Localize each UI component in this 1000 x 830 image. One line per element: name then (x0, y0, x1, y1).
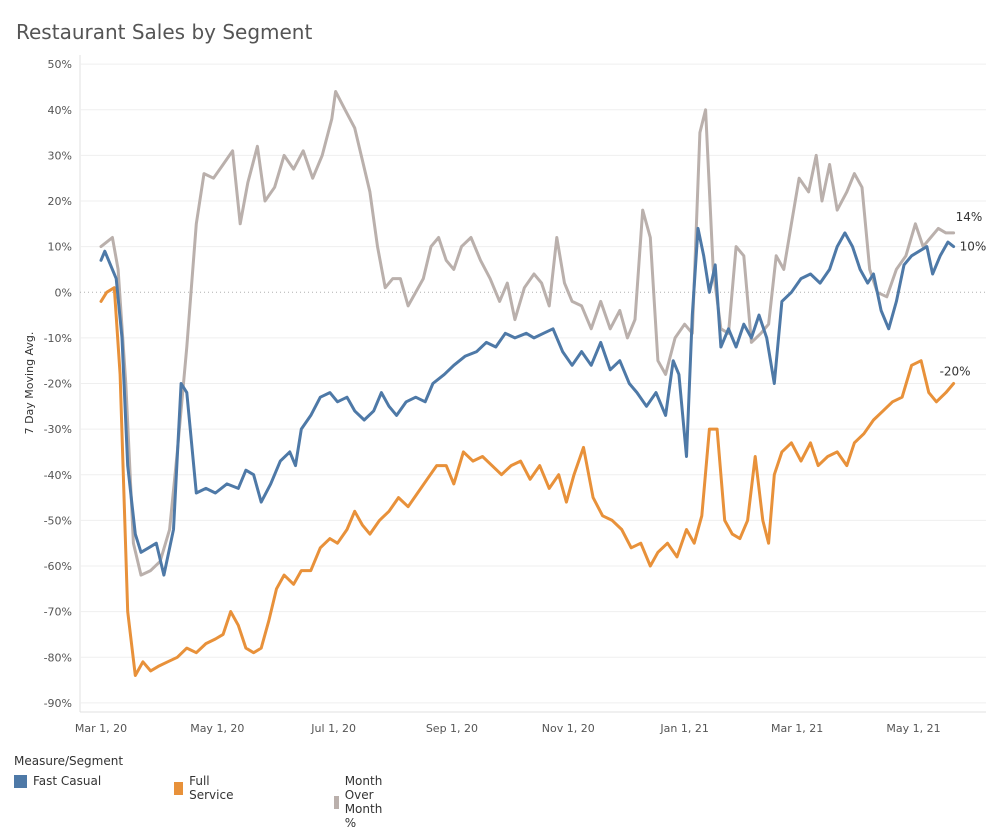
series-lines (99, 90, 956, 677)
legend-item[interactable]: Full Service (174, 774, 237, 802)
y-tick-label: -50% (44, 514, 72, 527)
y-tick-label: -70% (44, 606, 72, 619)
legend: Measure/Segment Fast Casual Full Service M… (14, 754, 382, 830)
y-tick-label: 40% (48, 104, 72, 117)
y-tick-label: -60% (44, 560, 72, 573)
y-tick-label: -10% (44, 332, 72, 345)
y-tick-label: 50% (48, 58, 72, 71)
gridlines (79, 55, 986, 713)
end-label: 10% (960, 240, 987, 254)
legend-swatch (174, 781, 184, 795)
y-tick-label: 10% (48, 241, 72, 254)
x-tick-label: Nov 1, 20 (542, 722, 595, 735)
y-tick-label: -90% (44, 697, 72, 710)
legend-swatch (14, 774, 27, 788)
y-axis-ticks: 50% 40% 30% 20% 10% 0% -10% -20% -30% -40% -50% -60… (44, 58, 72, 710)
legend-items: Fast Casual Full Service Month Over Month … (14, 774, 382, 830)
x-tick-label: Mar 1, 21 (771, 722, 823, 735)
y-tick-label: 20% (48, 195, 72, 208)
legend-item[interactable]: Month Over Month % (334, 774, 391, 830)
series-line-full-service (99, 286, 956, 677)
y-tick-label: 30% (48, 149, 72, 162)
legend-label: Month Over Month % (344, 774, 383, 830)
x-tick-label: Sep 1, 20 (426, 722, 478, 735)
y-axis-label: 7 Day Moving Avg. (23, 332, 36, 435)
end-label: 14% (956, 210, 983, 224)
y-tick-label: 0% (55, 286, 72, 299)
chart-title: Restaurant Sales by Segment (16, 20, 313, 44)
series-line-fast-casual (99, 226, 956, 577)
end-label: -20% (940, 365, 971, 379)
x-tick-label: Jul 1, 20 (310, 722, 356, 735)
y-tick-label: -40% (44, 469, 72, 482)
y-tick-label: -20% (44, 378, 72, 391)
y-tick-label: -80% (44, 651, 72, 664)
y-tick-label: -30% (44, 423, 72, 436)
legend-label: Full Service (189, 774, 234, 802)
line-chart: 50% 40% 30% 20% 10% 0% -10% -20% -30% -40% -50% -60… (23, 55, 987, 735)
series-line-month-over-month (99, 90, 956, 577)
legend-label: Fast Casual (33, 774, 102, 788)
legend-item[interactable]: Fast Casual (14, 774, 101, 788)
x-tick-label: May 1, 21 (886, 722, 940, 735)
x-tick-label: May 1, 20 (190, 722, 244, 735)
legend-title: Measure/Segment (14, 754, 124, 768)
x-tick-label: Jan 1, 21 (659, 722, 708, 735)
x-axis-ticks: Mar 1, 20 May 1, 20 Jul 1, 20 Sep 1, 20 Nov … (75, 722, 941, 735)
end-labels: 10% -20% 14% (940, 210, 987, 379)
x-tick-label: Mar 1, 20 (75, 722, 127, 735)
legend-swatch (334, 795, 339, 809)
